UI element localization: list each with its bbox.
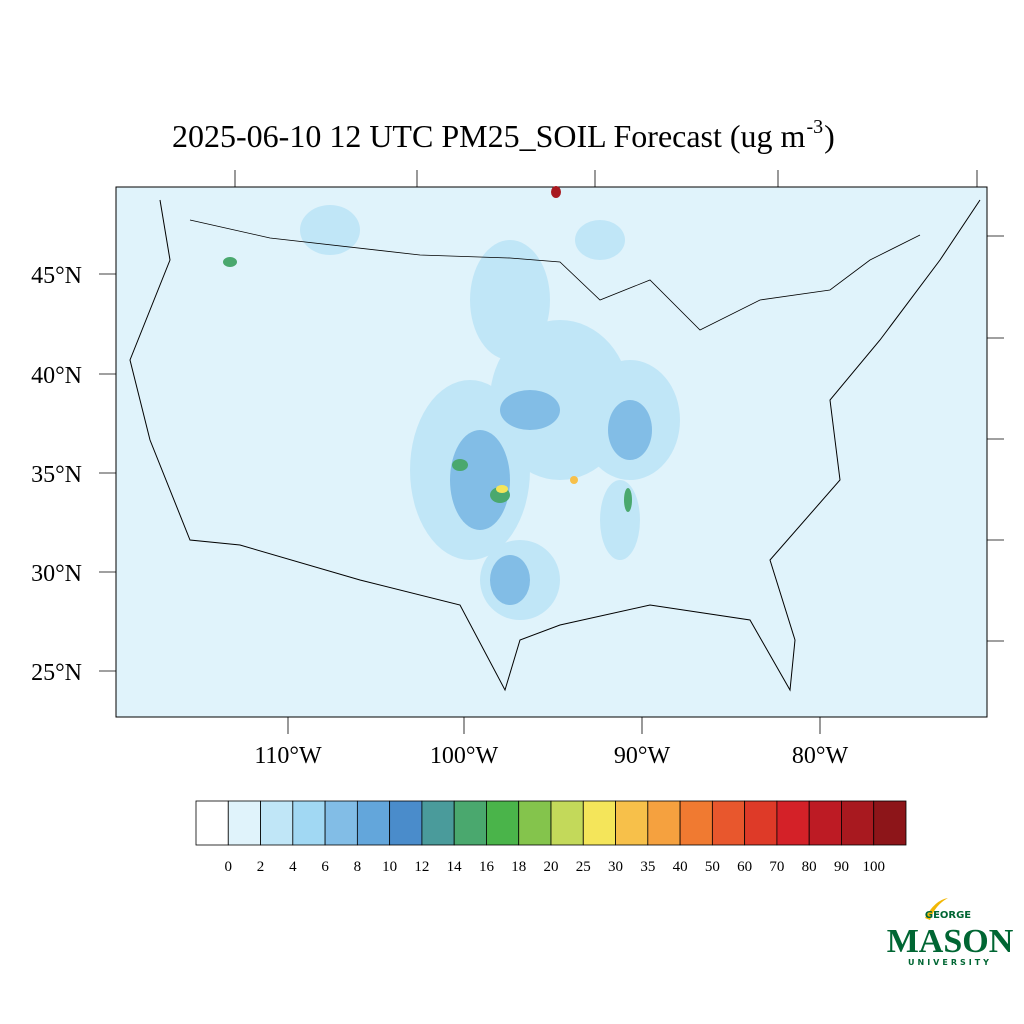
title: 2025-06-10 12 UTC PM25_SOIL Forecast (ug…	[172, 118, 806, 154]
map	[99, 170, 1004, 734]
concentration-field-high	[450, 390, 652, 605]
logo-top: GEORGE	[925, 910, 971, 921]
logo-main: MASON	[887, 923, 1014, 960]
colorbar-label: 90	[834, 859, 849, 875]
colorbar-label: 8	[354, 859, 362, 875]
top-ticks	[99, 170, 1004, 734]
colorbar-box	[227, 800, 261, 846]
concentration-peak	[570, 476, 578, 484]
colorbar-box	[389, 800, 423, 846]
concentration-peak	[551, 186, 561, 198]
lat-label: 45°N	[31, 263, 82, 289]
colorbar-box	[453, 800, 487, 846]
colorbar-box	[808, 800, 842, 846]
colorbar-box	[776, 800, 810, 846]
colorbar-box	[195, 800, 229, 846]
coastline	[129, 199, 981, 692]
colorbar-label: 60	[737, 859, 752, 875]
colorbar-box	[260, 800, 294, 846]
title-closing: )	[824, 118, 835, 154]
colorbar-box	[679, 800, 713, 846]
logo-bottom: UNIVERSITY	[908, 958, 992, 967]
colorbar-box	[582, 800, 616, 846]
colorbar-box	[615, 800, 649, 846]
logo: GEORGE MASON UNIVERSITY	[887, 898, 1014, 967]
colorbar-box	[421, 800, 455, 846]
colorbar-box	[324, 800, 358, 846]
colorbar-box	[550, 800, 584, 846]
colorbar: 0 2 4 6 8 10 12 14 16 18 20 25 30 35 40 50 60 70 80 90 100	[195, 800, 907, 875]
concentration-peak	[496, 485, 508, 493]
colorbar-label: 2	[257, 859, 265, 875]
colorbar-label: 70	[769, 859, 784, 875]
colorbar-box	[744, 800, 778, 846]
colorbar-label: 35	[640, 859, 655, 875]
colorbar-label: 100	[862, 859, 885, 875]
colorbar-box	[711, 800, 746, 846]
lon-label: 80°W	[792, 743, 849, 769]
colorbar-box	[486, 800, 520, 846]
colorbar-box	[356, 800, 391, 846]
lon-label: 100°W	[430, 743, 499, 769]
colorbar-label: 14	[447, 859, 463, 875]
lon-label: 90°W	[614, 743, 671, 769]
colorbar-box	[518, 800, 552, 846]
lat-label: 25°N	[31, 660, 82, 686]
lat-label: 35°N	[31, 462, 82, 488]
colorbar-box	[647, 800, 681, 846]
lat-label: 30°N	[31, 561, 82, 587]
colorbar-label: 18	[511, 859, 526, 875]
colorbar-label: 4	[289, 859, 297, 875]
colorbar-box	[292, 800, 326, 846]
colorbar-label: 50	[705, 859, 720, 875]
colorbar-label: 30	[608, 859, 623, 875]
colorbar-label: 16	[479, 859, 495, 875]
colorbar-label: 40	[673, 859, 688, 875]
colorbar-label: 25	[576, 859, 591, 875]
title-superscript: -3	[806, 116, 823, 138]
colorbar-box	[841, 800, 875, 846]
lon-label: 110°W	[254, 743, 322, 769]
colorbar-label: 12	[414, 859, 429, 875]
colorbar-label: 80	[802, 859, 817, 875]
colorbar-label: 0	[225, 859, 233, 875]
colorbar-box	[873, 800, 907, 846]
colorbar-label: 10	[382, 859, 397, 875]
colorbar-label: 20	[544, 859, 559, 875]
colorbar-label: 6	[321, 859, 329, 875]
border	[189, 219, 921, 331]
lat-label: 40°N	[31, 363, 82, 389]
